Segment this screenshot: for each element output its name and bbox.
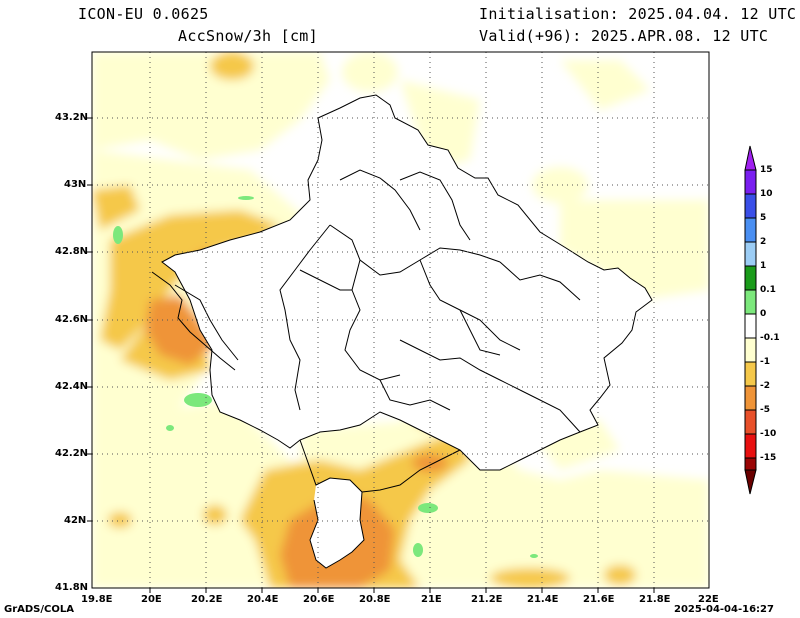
x-tick-label: 21.6E <box>583 594 615 605</box>
colorbar <box>744 145 757 495</box>
colorbar-swatch <box>744 313 757 339</box>
model-title: ICON-EU 0.0625 <box>78 5 209 23</box>
x-tick-label: 20.2E <box>191 594 223 605</box>
y-tick-label: 42.4N <box>55 381 89 392</box>
colorbar-swatch <box>744 409 757 435</box>
y-tick-label: 42.8N <box>55 246 89 257</box>
colorbar-swatch <box>744 457 757 471</box>
x-tick-label: 20.6E <box>303 594 335 605</box>
snow-field <box>92 52 709 588</box>
colorbar-label: 0.1 <box>760 285 776 295</box>
colorbar-swatch <box>744 193 757 219</box>
colorbar-label: 2 <box>760 237 767 247</box>
grads-credit: GrADS/COLA <box>4 604 74 615</box>
colorbar-swatch <box>744 241 757 267</box>
y-tick-label: 42N <box>64 515 87 526</box>
colorbar-label: -5 <box>760 405 770 415</box>
colorbar-swatch <box>744 385 757 411</box>
valid-time-label: Valid(+96): 2025.APR.08. 12 UTC <box>479 27 769 45</box>
colorbar-label: -15 <box>760 453 777 463</box>
colorbar-bottom-arrow <box>744 469 757 495</box>
x-tick-label: 21.4E <box>527 594 559 605</box>
x-tick-label: 19.8E <box>81 594 113 605</box>
axis-ticks <box>87 117 655 593</box>
colorbar-label: 5 <box>760 213 767 223</box>
colorbar-label: -0.1 <box>760 333 780 343</box>
x-tick-label: 20E <box>141 594 162 605</box>
colorbar-label: -10 <box>760 429 777 439</box>
x-tick-label: 20.8E <box>359 594 391 605</box>
colorbar-swatch <box>744 433 757 459</box>
x-tick-label: 20.4E <box>247 594 279 605</box>
x-tick-label: 22E <box>698 594 719 605</box>
initialisation-label: Initialisation: 2025.04.04. 12 UTC <box>479 5 797 23</box>
x-tick-label: 21.2E <box>471 594 503 605</box>
colorbar-swatch <box>744 217 757 243</box>
colorbar-swatch <box>744 361 757 387</box>
kosovo-area <box>162 95 652 470</box>
colorbar-label: 15 <box>760 165 773 175</box>
colorbar-label: 10 <box>760 189 773 199</box>
colorbar-swatch <box>744 289 757 315</box>
y-tick-label: 41.8N <box>55 582 89 593</box>
admin-boundaries <box>151 94 653 569</box>
south-white-area <box>310 478 364 568</box>
x-tick-label: 21.8E <box>639 594 671 605</box>
colorbar-swatch <box>744 265 757 291</box>
y-tick-label: 42.6N <box>55 314 89 325</box>
colorbar-label: -1 <box>760 357 770 367</box>
colorbar-swatch <box>744 169 757 195</box>
y-tick-label: 43N <box>64 179 87 190</box>
colorbar-swatch <box>744 337 757 363</box>
y-tick-label: 43.2N <box>55 112 89 123</box>
colorbar-label: -2 <box>760 381 770 391</box>
colorbar-label: 1 <box>760 261 767 271</box>
colorbar-top-arrow <box>744 145 757 171</box>
variable-title: AccSnow/3h [cm] <box>178 27 318 45</box>
colorbar-label: 0 <box>760 309 767 319</box>
y-tick-label: 42.2N <box>55 448 89 459</box>
x-tick-label: 21E <box>421 594 442 605</box>
render-timestamp: 2025-04-04-16:27 <box>674 604 774 615</box>
